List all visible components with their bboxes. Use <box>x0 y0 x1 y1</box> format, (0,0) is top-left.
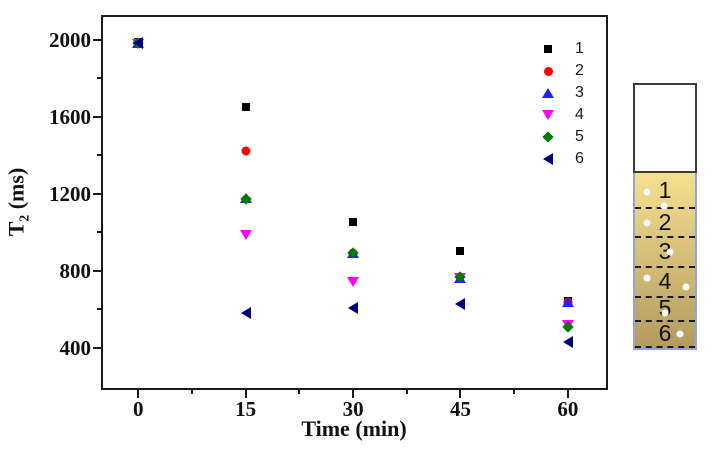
tube-section-2: 2 <box>635 209 695 238</box>
bubble-icon <box>666 248 674 256</box>
legend-label: 5 <box>575 128 584 145</box>
triangle-down-glyph <box>542 110 554 120</box>
data-point-series-6 <box>348 302 359 315</box>
data-point-series-6 <box>240 307 251 320</box>
y-minor-tick <box>97 308 101 311</box>
x-major-tick <box>352 390 355 398</box>
bubble-icon <box>643 188 651 196</box>
bubble-icon <box>643 219 651 227</box>
y-axis-label-units: (ms) <box>3 167 29 215</box>
y-major-tick <box>93 192 101 195</box>
plot-frame <box>101 15 608 390</box>
triangle-left-icon <box>538 153 558 165</box>
y-major-tick <box>93 346 101 349</box>
tube-section-label: 3 <box>658 238 672 265</box>
y-major-tick <box>93 39 101 41</box>
square-glyph <box>544 45 552 53</box>
legend-item-6: 6 <box>538 148 584 170</box>
legend-item-3: 3 <box>538 82 584 104</box>
square-icon <box>538 45 558 53</box>
legend: 1 2 3 4 5 6 <box>538 38 584 170</box>
x-minor-tick <box>513 390 516 394</box>
legend-label: 2 <box>575 62 584 79</box>
data-point-series-4 <box>239 230 252 241</box>
x-tick-label: 15 <box>235 397 257 421</box>
data-point-series-6 <box>133 37 144 50</box>
x-major-tick <box>459 390 462 398</box>
data-point-series-1 <box>456 246 465 255</box>
legend-item-1: 1 <box>538 38 584 60</box>
y-minor-tick <box>97 154 101 157</box>
triangle-left-glyph <box>543 153 553 165</box>
bubble-icon <box>661 309 669 317</box>
legend-item-5: 5 <box>538 126 584 148</box>
bubble-icon <box>682 283 690 291</box>
y-tick-label: 1600 <box>49 104 91 129</box>
circle-glyph <box>543 66 553 76</box>
x-tick-label: 60 <box>557 397 579 421</box>
legend-item-2: 2 <box>538 60 584 82</box>
y-minor-tick <box>97 231 101 234</box>
tube-section-3: 3 <box>635 238 695 269</box>
x-minor-tick <box>190 390 193 394</box>
x-tick-label: 45 <box>449 397 471 421</box>
y-axis-label-base: T <box>3 221 29 237</box>
y-minor-tick <box>97 77 101 80</box>
data-point-series-6 <box>562 335 573 348</box>
y-major-tick <box>93 115 101 118</box>
y-axis-label-subscript: 2 <box>16 214 32 222</box>
tube-section-label: 6 <box>658 320 672 347</box>
y-tick-label: 400 <box>59 335 92 360</box>
data-point-series-4 <box>347 277 360 288</box>
diamond-glyph <box>542 131 554 143</box>
triangle-up-glyph <box>542 88 554 98</box>
legend-label: 4 <box>575 106 584 123</box>
x-axis-label: Time (min) <box>301 416 407 441</box>
triangle-up-icon <box>538 88 558 98</box>
bubble-icon <box>643 274 651 282</box>
data-point-series-6 <box>455 298 466 311</box>
x-major-tick <box>244 390 247 398</box>
y-major-tick <box>93 269 101 272</box>
x-tick-label: 0 <box>132 397 144 421</box>
bubble-icon <box>676 330 684 338</box>
y-tick-label: 2000 <box>49 28 91 52</box>
tube-section-label: 4 <box>658 268 672 295</box>
x-major-tick <box>566 390 569 398</box>
x-tick-label: 30 <box>342 397 364 421</box>
y-axis-label: T2 (ms) <box>3 168 32 237</box>
diamond-icon <box>538 131 558 143</box>
tube-section-label: 1 <box>658 176 672 203</box>
legend-label: 6 <box>575 150 584 167</box>
x-minor-tick <box>298 390 301 394</box>
tube-section-4: 4 <box>635 268 695 298</box>
tube-section-label: 2 <box>658 208 672 235</box>
y-tick-label: 1200 <box>49 181 91 206</box>
data-point-series-3 <box>561 296 574 307</box>
legend-item-4: 4 <box>538 104 584 126</box>
bubble-icon <box>660 202 668 210</box>
data-point-series-1 <box>241 103 250 112</box>
triangle-down-icon <box>538 110 558 120</box>
legend-label: 1 <box>575 40 584 57</box>
data-point-series-1 <box>349 217 358 226</box>
data-point-series-2 <box>241 146 251 156</box>
x-major-tick <box>137 390 140 398</box>
tube-empty-section <box>633 83 697 173</box>
y-tick-label: 800 <box>59 258 92 283</box>
x-minor-tick <box>405 390 408 394</box>
circle-icon <box>538 66 558 76</box>
tube-section-6: 6 <box>635 322 695 348</box>
legend-label: 3 <box>575 84 584 101</box>
